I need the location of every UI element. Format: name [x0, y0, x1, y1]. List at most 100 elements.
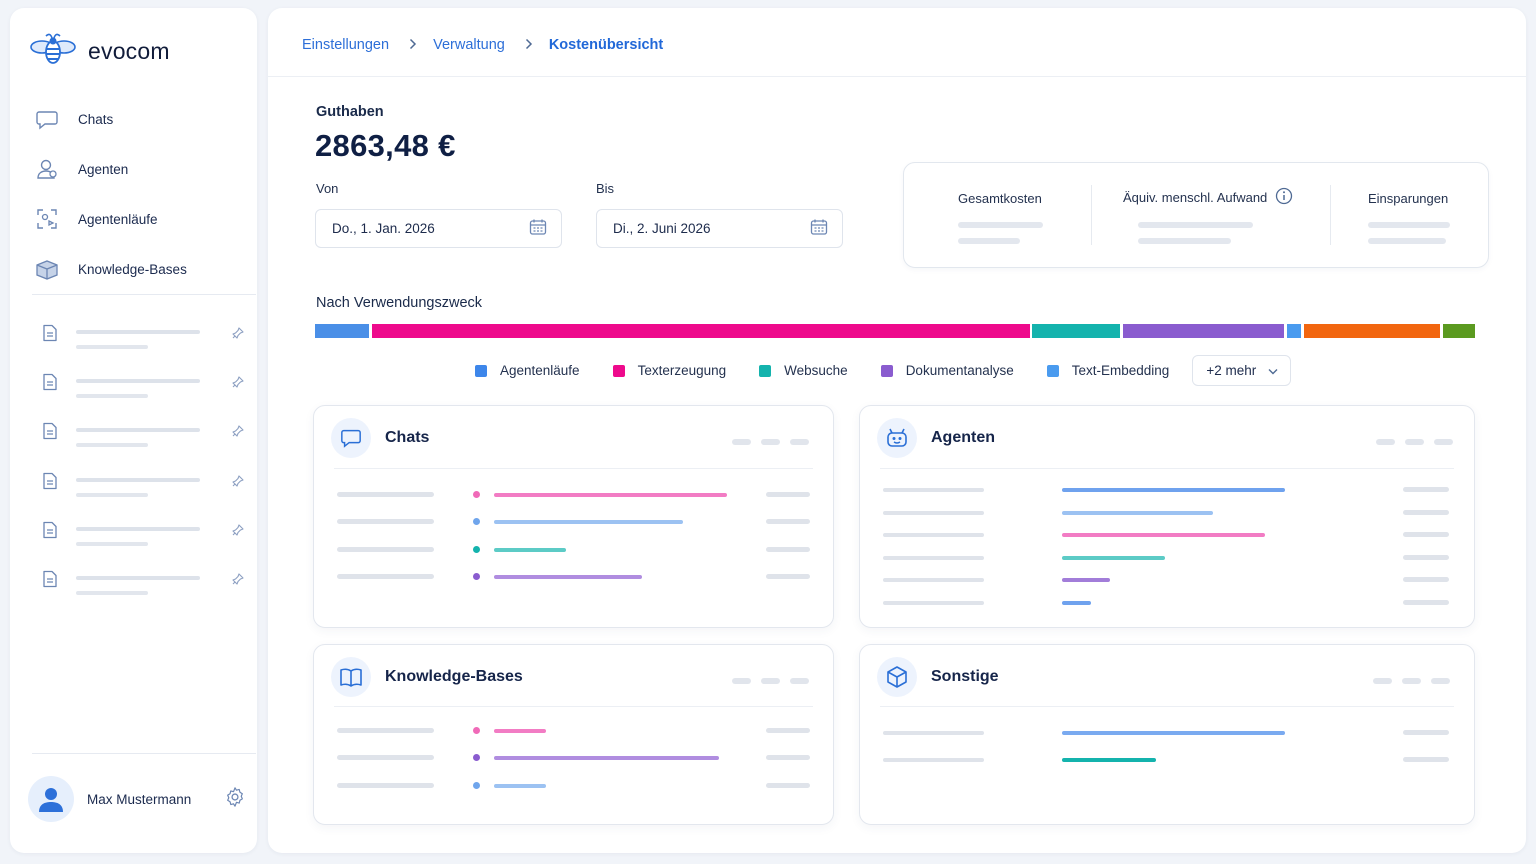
usage-segment-text-embedding[interactable]	[1287, 324, 1301, 338]
placeholder-bar	[766, 492, 810, 497]
document-list-item[interactable]	[32, 507, 252, 556]
legend-item[interactable]: Websuche	[759, 363, 848, 378]
stat-divider	[1330, 185, 1331, 245]
placeholder-bar	[883, 578, 984, 583]
logo[interactable]: evocom	[30, 30, 170, 73]
placeholder-bar	[883, 533, 984, 538]
usage-segment-other-2[interactable]	[1443, 324, 1475, 338]
legend-swatch	[880, 364, 893, 377]
legend-item[interactable]: Dokumentanalyse	[880, 363, 1014, 378]
placeholder-bar	[958, 238, 1020, 244]
placeholder-bar	[1368, 222, 1450, 228]
row-dot	[473, 573, 480, 580]
pin-icon[interactable]	[232, 326, 244, 344]
card-chats: Chats	[313, 405, 834, 628]
placeholder-bar	[76, 345, 148, 349]
usage-segment-websuche[interactable]	[1032, 324, 1120, 338]
legend-item[interactable]: Texterzeugung	[612, 363, 727, 378]
calendar-icon[interactable]	[810, 218, 828, 239]
legend-item[interactable]: Agentenläufe	[475, 363, 580, 378]
placeholder-bar	[1403, 532, 1449, 538]
row-bar	[494, 729, 546, 733]
row-bar	[1062, 578, 1110, 583]
document-list-item[interactable]	[32, 458, 252, 507]
row-bar	[1062, 731, 1285, 735]
chat-bubble-icon	[34, 106, 60, 132]
placeholder-bar	[1403, 487, 1449, 492]
card-menu-placeholder[interactable]	[732, 678, 809, 684]
placeholder-bar	[766, 783, 810, 788]
card-menu-placeholder[interactable]	[1373, 678, 1450, 684]
pin-icon[interactable]	[232, 572, 244, 590]
card-header: Chats	[331, 418, 429, 458]
gear-icon[interactable]	[224, 786, 246, 813]
balance-value: 2863,48 €	[315, 128, 456, 163]
usage-segment-other-1[interactable]	[1304, 324, 1440, 338]
document-list-item[interactable]	[32, 310, 252, 359]
row-bar	[1062, 488, 1285, 492]
placeholder-bar	[766, 547, 810, 552]
avatar[interactable]	[28, 776, 74, 822]
sidebar-item-chats[interactable]: Chats	[32, 94, 247, 144]
stat-divider	[1091, 185, 1092, 245]
from-date-value: Do., 1. Jan. 2026	[332, 221, 435, 236]
pin-icon[interactable]	[232, 424, 244, 442]
document-list-item[interactable]	[32, 359, 252, 408]
bee-logo-icon	[30, 30, 76, 73]
placeholder-bar	[766, 728, 810, 733]
sidebar-item-agentenlaeufe[interactable]: Agentenläufe	[32, 194, 247, 244]
sidebar-item-agenten[interactable]: Agenten	[32, 144, 247, 194]
card-sonstige: Sonstige	[859, 644, 1475, 825]
chevron-down-icon	[1268, 363, 1278, 378]
legend-item[interactable]: Text-Embedding	[1046, 363, 1169, 378]
pin-icon[interactable]	[232, 375, 244, 393]
card-agenten: Agenten	[859, 405, 1475, 628]
card-divider	[880, 706, 1454, 707]
legend-label: Dokumentanalyse	[905, 363, 1014, 378]
usage-segment-dokumentanalyse[interactable]	[1123, 324, 1284, 338]
breadcrumb-current: Kostenübersicht	[548, 37, 664, 53]
pin-icon[interactable]	[232, 474, 244, 492]
placeholder-bar	[337, 728, 434, 733]
sidebar-item-knowledge-bases[interactable]: Knowledge-Bases	[32, 244, 247, 294]
stat-savings-label: Einsparungen	[1368, 191, 1449, 206]
document-icon	[42, 324, 58, 347]
chevron-right-icon	[409, 37, 417, 53]
row-bar	[494, 520, 683, 524]
document-list-item[interactable]	[32, 408, 252, 457]
pin-icon[interactable]	[232, 523, 244, 541]
legend-label: Websuche	[784, 363, 848, 378]
usage-bar	[315, 324, 1475, 338]
more-legend-button[interactable]: +2 mehr	[1192, 355, 1292, 386]
card-knowledge-bases: Knowledge-Bases	[313, 644, 834, 825]
legend-label: Texterzeugung	[637, 363, 727, 378]
app-name: evocom	[88, 38, 170, 64]
from-label: Von	[316, 181, 339, 196]
card-title: Chats	[385, 429, 430, 446]
info-icon[interactable]	[1275, 187, 1293, 208]
user-profile: Max Mustermann	[28, 776, 246, 822]
usage-segment-texterzeugung[interactable]	[372, 324, 1030, 338]
stats-panel: Gesamtkosten Äquiv. menschl. Aufwand Ein…	[903, 162, 1489, 268]
card-menu-placeholder[interactable]	[1376, 439, 1453, 445]
placeholder-bar	[76, 590, 148, 595]
placeholder-bar	[958, 222, 1043, 228]
usage-segment-agentenlaeufe[interactable]	[315, 324, 369, 338]
sidebar-item-label: Chats	[78, 111, 114, 127]
document-list-item[interactable]	[32, 556, 252, 605]
breadcrumb-verwaltung[interactable]: Verwaltung	[433, 37, 505, 53]
calendar-icon[interactable]	[529, 218, 547, 239]
placeholder-bar	[1138, 222, 1253, 228]
sidebar: evocom Chats Agenten Agentenläufe Knowle…	[10, 8, 257, 853]
breadcrumb-einstellungen[interactable]: Einstellungen	[302, 37, 390, 53]
placeholder-bar	[1403, 600, 1449, 605]
to-date-field[interactable]: Di., 2. Juni 2026	[596, 209, 843, 248]
card-menu-placeholder[interactable]	[732, 439, 809, 445]
row-bar	[1062, 510, 1213, 515]
placeholder-bar	[76, 477, 200, 482]
placeholder-bar	[337, 783, 434, 788]
cube-icon	[877, 657, 917, 697]
from-date-field[interactable]: Do., 1. Jan. 2026	[315, 209, 562, 248]
sidebar-divider	[32, 753, 256, 754]
document-list	[32, 310, 252, 605]
